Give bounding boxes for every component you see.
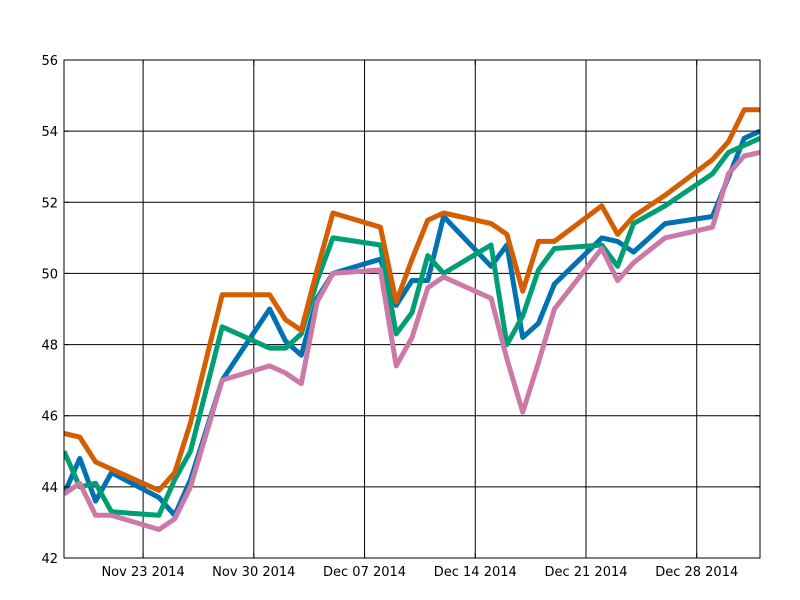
- plot-frame: [63, 59, 761, 559]
- series-line-3: [64, 107, 760, 493]
- x-tick-label: Dec 07 2014: [323, 565, 406, 580]
- tick-labels: 42 44 46 48 50 52 54 56 Nov 23 2014 Nov 30 2014 De…: [41, 54, 738, 580]
- x-tick-label: Dec 28 2014: [655, 565, 738, 580]
- y-tick-label: 42: [41, 552, 58, 567]
- series-lines: [64, 107, 760, 532]
- series-line-2: [64, 136, 760, 518]
- x-tick-label: Dec 21 2014: [544, 565, 627, 580]
- y-tick-label: 48: [41, 339, 58, 354]
- series-line-4: [64, 150, 760, 532]
- x-tick-label: Nov 30 2014: [212, 565, 295, 580]
- y-tick-label: 44: [41, 481, 58, 496]
- y-tick-label: 56: [41, 54, 58, 69]
- y-tick-label: 50: [41, 267, 58, 282]
- x-tick-label: Nov 23 2014: [101, 565, 184, 580]
- x-tick-label: Dec 14 2014: [434, 565, 517, 580]
- y-tick-label: 46: [41, 410, 58, 425]
- y-tick-label: 54: [41, 125, 58, 140]
- axis-ticks: [64, 59, 760, 559]
- y-tick-label: 52: [41, 196, 58, 211]
